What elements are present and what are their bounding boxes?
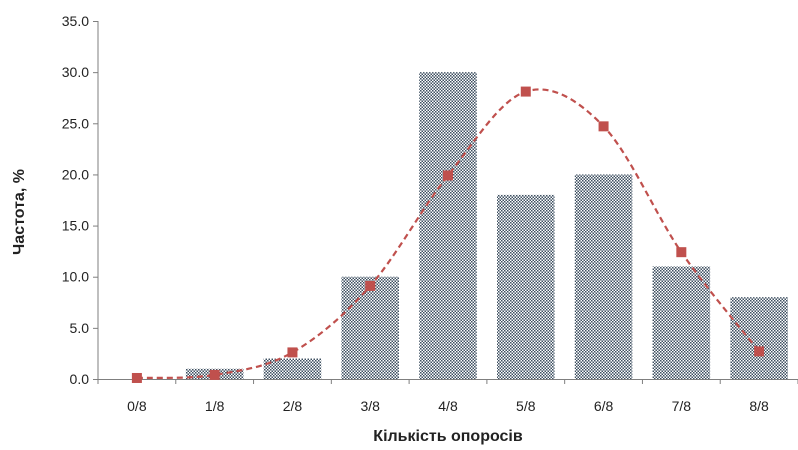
trend-line — [136, 88, 760, 380]
bar-5-8 — [497, 194, 555, 379]
x-tick-label: 8/8 — [749, 398, 769, 414]
y-tick-label: 10.0 — [62, 269, 89, 285]
y-tick-label: 20.0 — [62, 166, 89, 182]
line-marker-4-8 — [443, 170, 453, 181]
bar-8-8 — [730, 297, 788, 379]
line-marker-3-8 — [365, 280, 376, 291]
bar-4-8 — [419, 72, 477, 379]
x-tick-label: 6/8 — [594, 398, 614, 414]
y-axis-title: Частота, % — [11, 169, 28, 255]
line-marker-1-8 — [209, 369, 220, 380]
x-tick-label: 2/8 — [283, 398, 303, 414]
x-tick-label: 0/8 — [127, 398, 147, 414]
bar-3-8 — [341, 276, 399, 379]
line-marker-7-8 — [676, 247, 687, 258]
axes-layer — [93, 21, 798, 384]
x-tick-label: 7/8 — [672, 398, 692, 414]
y-tick-label: 30.0 — [62, 64, 89, 80]
line-marker-6-8 — [598, 121, 609, 132]
x-axis-title: Кількість опоросів — [373, 428, 523, 445]
x-tick-label: 5/8 — [516, 398, 536, 414]
labels-layer: 0.0 5.0 10.0 15.0 20.0 25.0 30.0 35.0 0/8 1/8 2/8 3… — [62, 13, 769, 414]
x-tick-label: 4/8 — [438, 398, 458, 414]
y-tick-label: 15.0 — [62, 218, 89, 234]
y-tick-label: 25.0 — [62, 115, 89, 131]
line-marker-8-8 — [754, 346, 765, 357]
bar-6-8 — [574, 174, 633, 379]
y-tick-label: 5.0 — [70, 320, 90, 336]
line-marker-5-8 — [520, 86, 531, 97]
x-tick-label: 1/8 — [205, 398, 225, 414]
line-layer — [131, 86, 765, 383]
line-marker-2-8 — [287, 347, 298, 358]
line-marker-0-8 — [131, 372, 142, 383]
bar-7-8 — [652, 266, 711, 379]
x-tick-label: 3/8 — [360, 398, 380, 414]
y-tick-label: 35.0 — [62, 13, 89, 29]
y-tick-label: 0.0 — [70, 371, 90, 387]
bars-layer — [185, 72, 788, 379]
bar-2-8 — [263, 358, 322, 379]
